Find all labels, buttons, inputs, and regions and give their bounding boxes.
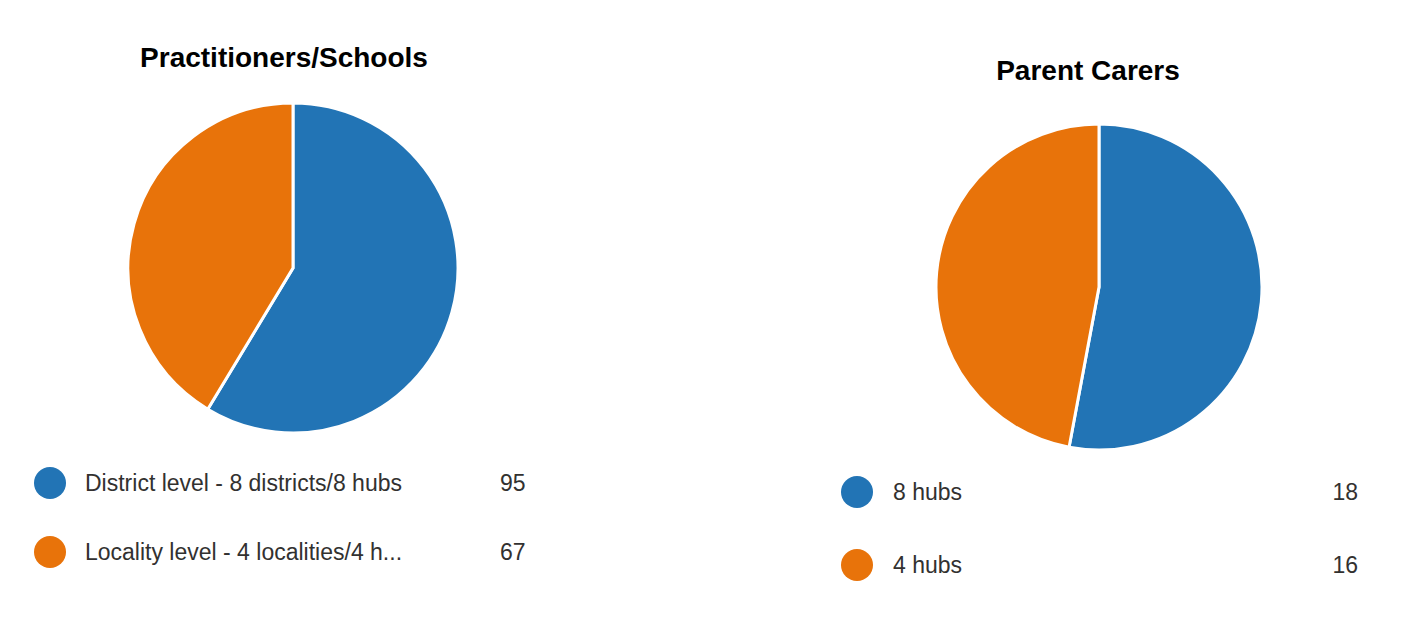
legend: District level - 8 districts/8 hubs 95 Loc…: [34, 467, 526, 568]
legend-swatch: [34, 467, 66, 499]
pie-slices: [936, 124, 1262, 450]
legend-label: 8 hubs: [893, 479, 962, 505]
chart-canvas: Practitioners/Schools District level - 8 …: [0, 0, 1412, 640]
chart-title: Practitioners/Schools: [140, 42, 428, 73]
chart-title: Parent Carers: [996, 55, 1180, 86]
legend-swatch: [841, 476, 873, 508]
legend-swatch: [34, 536, 66, 568]
pie-chart: Parent Carers 8 hubs 18 4 hubs 16: [841, 55, 1358, 581]
legend-value: 18: [1332, 479, 1358, 505]
legend-value: 16: [1332, 552, 1358, 578]
legend-value: 67: [500, 539, 526, 565]
pie-chart: Practitioners/Schools District level - 8 …: [34, 42, 526, 568]
pie-slice: [936, 124, 1099, 447]
pie-slices: [128, 103, 458, 433]
legend-label: 4 hubs: [893, 552, 962, 578]
legend-label: Locality level - 4 localities/4 h...: [85, 539, 402, 565]
pie-slice: [128, 103, 293, 409]
legend: 8 hubs 18 4 hubs 16: [841, 476, 1358, 581]
legend-swatch: [841, 549, 873, 581]
legend-label: District level - 8 districts/8 hubs: [85, 470, 402, 496]
legend-value: 95: [500, 470, 526, 496]
